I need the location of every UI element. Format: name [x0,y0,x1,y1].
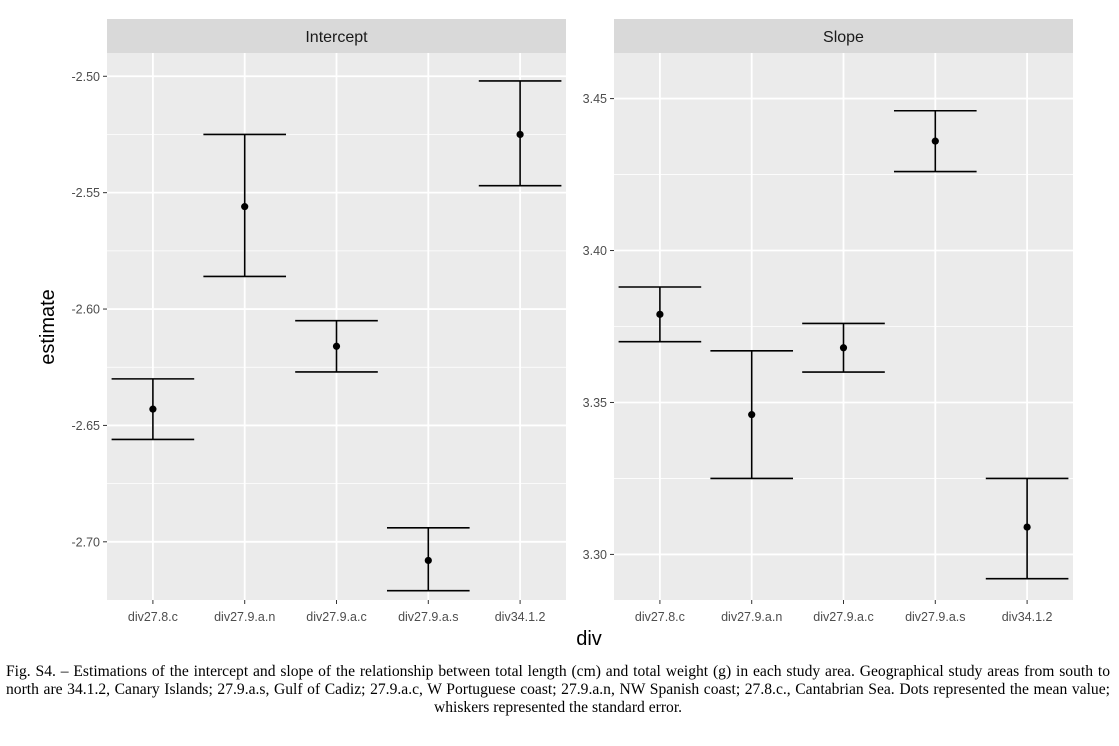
x-tick-label: div27.9.a.s [398,610,458,624]
mean-point [931,137,939,145]
y-axis-title: estimate [37,289,59,365]
panel-0: Intercept -2.70 -2.65 -2.60 -2.55 -2.50 div27.… [72,19,566,624]
x-tick-label: div27.9.a.c [306,610,366,624]
panel-1: Slope 3.30 3.35 3.40 3.45 div27.8.c div27.9.a.… [583,19,1073,624]
x-tick-label: div27.8.c [635,610,685,624]
x-tick-label: div27.8.c [128,610,178,624]
y-tick-label: -2.60 [72,303,101,317]
x-tick-label: div27.9.a.n [214,610,275,624]
y-tick-label: 3.35 [583,396,607,410]
facet-strip-label: Slope [823,29,864,46]
mean-point [748,411,756,419]
y-tick-label: 3.40 [583,244,607,258]
x-tick-label: div27.9.a.s [905,610,965,624]
x-tick-label: div34.1.2 [495,610,546,624]
x-axis-title: div [576,628,602,650]
mean-point [424,556,432,565]
x-tick-label: div27.9.a.n [721,610,782,624]
mean-point [332,342,341,350]
x-tick-label: div27.9.a.c [813,610,873,624]
figure: Intercept -2.70 -2.65 -2.60 -2.55 -2.50 div27.… [37,19,1073,650]
x-tick-label: div34.1.2 [1002,610,1053,624]
mean-point [516,130,524,139]
mean-point [149,405,157,413]
facet-strip [107,19,566,53]
mean-point [1023,523,1031,531]
mean-point [656,310,664,318]
figure-caption: Fig. S4. – Estimations of the intercept … [6,663,1110,716]
y-tick-label: -2.55 [72,186,101,200]
y-tick-label: -2.70 [72,535,101,549]
chart-panels: Intercept -2.70 -2.65 -2.60 -2.55 -2.50 div27.… [72,19,1073,624]
mean-point [839,344,848,352]
facet-strip-label: Intercept [305,29,368,46]
y-tick-label: 3.30 [583,548,607,562]
y-tick-label: -2.65 [72,419,101,433]
mean-point [241,203,249,211]
y-tick-label: 3.45 [583,92,607,106]
y-tick-label: -2.50 [72,70,101,84]
facet-strip [614,19,1073,53]
